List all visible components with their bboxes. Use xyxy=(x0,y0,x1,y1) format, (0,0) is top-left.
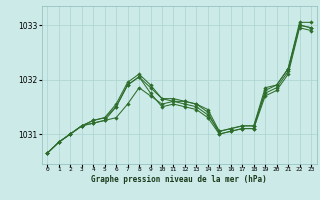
X-axis label: Graphe pression niveau de la mer (hPa): Graphe pression niveau de la mer (hPa) xyxy=(91,175,267,184)
